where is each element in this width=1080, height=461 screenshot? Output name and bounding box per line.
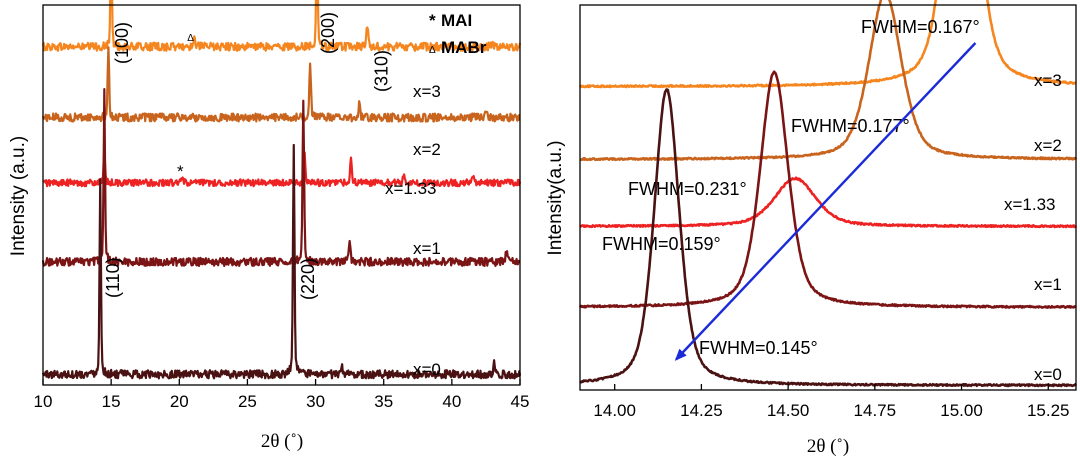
series-label-x-2: x=2	[413, 140, 441, 159]
x-tick-label: 14.75	[854, 401, 897, 420]
series-line-x-3	[578, 0, 1077, 89]
x-tick-label: 15	[102, 392, 121, 411]
fwhm-label-x-1-33: FWHM=0.231°	[628, 179, 747, 199]
mai-marker: *	[177, 162, 184, 181]
fwhm-label-x-3: FWHM=0.167°	[861, 17, 980, 37]
peak-index-label: (220)	[298, 258, 318, 300]
series-label-x-3: x=3	[1034, 71, 1062, 90]
x-tick-label: 14.00	[593, 401, 636, 420]
series-line-x-1	[578, 70, 1077, 309]
right-series-labels: x=3 x=2 x=1.33 x=1 x=0	[1004, 71, 1062, 384]
series-line-x-0	[41, 143, 522, 380]
x-tick-label: 14.25	[680, 401, 723, 420]
right-x-ticks: 14.00 14.25 14.50 14.75 15.00 15.25	[593, 384, 1070, 420]
series-line-x-2	[41, 46, 521, 123]
x-tick-label: 35	[374, 392, 393, 411]
series-line-x-2	[579, 0, 1078, 162]
fwhm-label-x-1: FWHM=0.159°	[602, 234, 721, 254]
x-tick-label: 14.50	[767, 401, 810, 420]
right-curves	[578, 0, 1078, 388]
x-tick-label: 15.25	[1027, 401, 1070, 420]
series-line-x-0	[579, 88, 1077, 388]
series-label-x-0: x=0	[413, 360, 441, 379]
left-legend: * MAI Δ MABr	[429, 11, 487, 57]
right-panel: 14.00 14.25 14.50 14.75 15.00 15.25 FWHM=0.16…	[545, 0, 1078, 457]
series-label-x-1-33: x=1.33	[385, 179, 437, 198]
fwhm-label-x-0: FWHM=0.145°	[699, 338, 818, 358]
peak-index-label: (100)	[112, 22, 132, 64]
right-plot-frame	[579, 4, 1077, 391]
series-label-x-0: x=0	[1034, 365, 1062, 384]
legend-mai-label: MAI	[441, 11, 472, 30]
x-tick-label: 10	[34, 392, 53, 411]
left-curves	[41, 0, 522, 380]
left-panel: 10 15 20 25 30 35 40 45 (100) (200) (310) (110) (22…	[8, 0, 529, 452]
legend-mabr-label: MABr	[441, 38, 487, 57]
x-tick-label: 20	[170, 392, 189, 411]
series-label-x-1: x=1	[413, 239, 441, 258]
peak-index-label: (200)	[318, 12, 338, 54]
series-line-x-1	[41, 87, 521, 268]
legend-mabr-symbol: Δ	[429, 45, 436, 56]
right-x-axis-label: 2θ (˚)	[807, 436, 849, 457]
peak-index-label: (310)	[371, 50, 391, 92]
left-x-ticks: 10 15 20 25 30 35 40 45	[34, 379, 530, 411]
series-label-x-1: x=1	[1034, 275, 1062, 294]
series-label-x-3: x=3	[413, 82, 441, 101]
mabr-marker: Δ	[187, 33, 194, 44]
left-annotations: (100) (200) (310) (110) (220) Δ *	[103, 12, 391, 300]
x-tick-label: 45	[511, 392, 530, 411]
left-series-labels: x=3 x=2 x=1.33 x=1 x=0	[385, 82, 441, 379]
series-line-x-1-33	[42, 149, 522, 188]
x-tick-label: 40	[442, 392, 461, 411]
fwhm-label-x-2: FWHM=0.177°	[791, 116, 910, 136]
series-label-x-1-33: x=1.33	[1004, 195, 1056, 214]
series-line-x-3	[41, 0, 522, 52]
left-y-axis-label: Intensity (a.u.)	[8, 136, 29, 256]
peak-shift-arrow	[674, 42, 977, 361]
left-plot-frame	[42, 4, 521, 386]
x-tick-label: 15.00	[940, 401, 983, 420]
series-label-x-2: x=2	[1034, 136, 1062, 155]
x-tick-label: 25	[238, 392, 257, 411]
right-fwhm-labels: FWHM=0.167° FWHM=0.177° FWHM=0.231° FWHM=0.…	[602, 17, 980, 358]
left-x-axis-label: 2θ (˚)	[261, 431, 303, 452]
shift-arrow	[674, 42, 977, 361]
peak-index-label: (110)	[103, 257, 123, 298]
right-y-axis-label: Intensity(a.u.)	[545, 140, 566, 255]
legend-mai-symbol: *	[429, 11, 436, 30]
x-tick-label: 30	[306, 392, 325, 411]
series-line-x-1-33	[579, 176, 1078, 229]
